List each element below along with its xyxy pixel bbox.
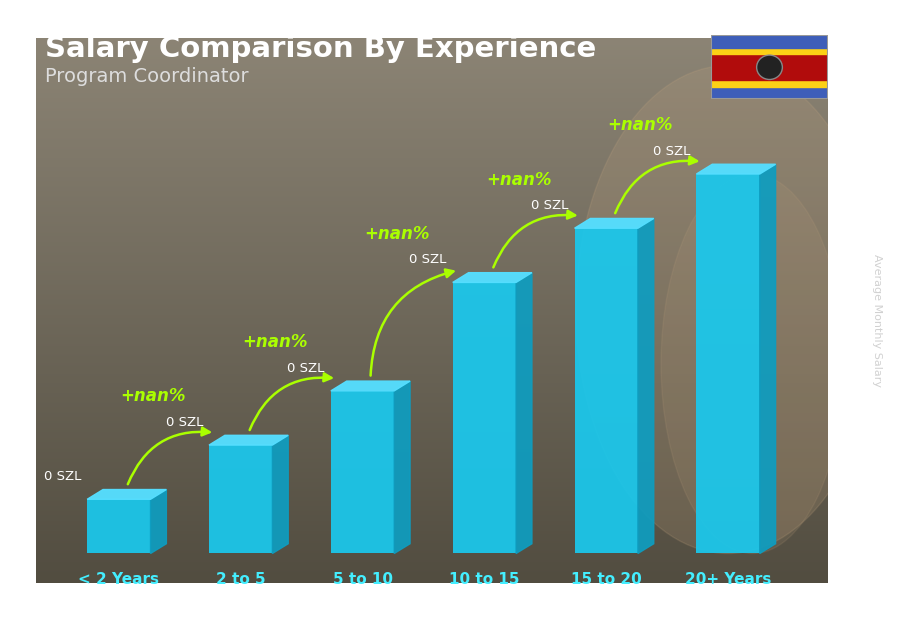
Text: < 2 Years: < 2 Years — [78, 572, 159, 587]
Text: +nan%: +nan% — [364, 225, 429, 243]
Text: 2 to 5: 2 to 5 — [216, 572, 266, 587]
Ellipse shape — [662, 174, 844, 553]
Polygon shape — [697, 164, 776, 174]
Text: 15 to 20: 15 to 20 — [571, 572, 642, 587]
Polygon shape — [150, 490, 166, 553]
Text: 20+ Years: 20+ Years — [685, 572, 771, 587]
Text: 5 to 10: 5 to 10 — [332, 572, 392, 587]
Text: 0 SZL: 0 SZL — [652, 145, 690, 158]
FancyArrowPatch shape — [371, 269, 454, 376]
Text: 0 SZL: 0 SZL — [287, 362, 325, 374]
FancyArrowPatch shape — [128, 428, 210, 484]
Bar — [711, 87, 828, 99]
FancyBboxPatch shape — [697, 174, 760, 553]
Text: 0 SZL: 0 SZL — [44, 470, 81, 483]
Polygon shape — [574, 219, 653, 228]
Text: Salary Comparison By Experience: Salary Comparison By Experience — [45, 35, 596, 63]
Ellipse shape — [576, 65, 880, 553]
Text: +nan%: +nan% — [608, 117, 673, 135]
Polygon shape — [209, 435, 288, 445]
Text: salary: salary — [392, 619, 444, 633]
FancyBboxPatch shape — [209, 445, 273, 553]
FancyBboxPatch shape — [574, 228, 638, 553]
FancyArrowPatch shape — [249, 374, 331, 430]
Bar — [711, 54, 828, 80]
FancyBboxPatch shape — [331, 391, 394, 553]
Text: Average Monthly Salary: Average Monthly Salary — [872, 254, 883, 387]
Polygon shape — [453, 272, 532, 283]
FancyBboxPatch shape — [453, 283, 516, 553]
FancyArrowPatch shape — [493, 211, 575, 267]
Polygon shape — [394, 381, 410, 553]
FancyBboxPatch shape — [87, 499, 150, 553]
Polygon shape — [516, 272, 532, 553]
Polygon shape — [331, 381, 410, 391]
Text: 0 SZL: 0 SZL — [531, 199, 569, 212]
FancyArrowPatch shape — [616, 156, 697, 213]
Text: 0 SZL: 0 SZL — [166, 416, 202, 429]
Polygon shape — [638, 219, 653, 553]
Polygon shape — [760, 164, 776, 553]
Ellipse shape — [757, 55, 782, 79]
Text: +nan%: +nan% — [486, 171, 552, 188]
Text: +nan%: +nan% — [242, 333, 308, 351]
Bar — [711, 80, 828, 87]
Bar — [711, 35, 828, 48]
Text: +nan%: +nan% — [121, 388, 185, 406]
Text: 0 SZL: 0 SZL — [410, 253, 446, 266]
Text: explorer.com: explorer.com — [432, 619, 532, 633]
Bar — [711, 48, 828, 54]
Text: 10 to 15: 10 to 15 — [449, 572, 519, 587]
Text: Program Coordinator: Program Coordinator — [45, 67, 248, 87]
Polygon shape — [273, 435, 288, 553]
Polygon shape — [87, 490, 166, 499]
